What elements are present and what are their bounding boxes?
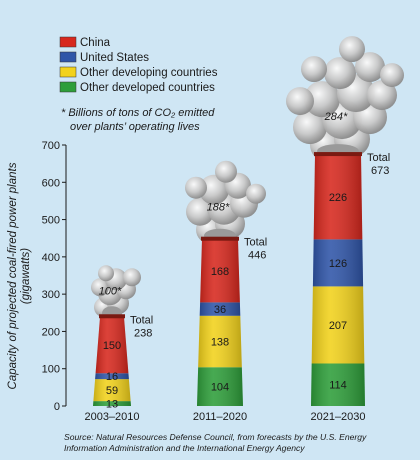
bar-segment-shade-1-1 <box>198 315 242 368</box>
smoke-puff-2-9 <box>324 57 356 90</box>
category-label-0: 2003–2010 <box>84 411 139 423</box>
smoke-puff-1-5 <box>199 174 229 205</box>
smoke-puff-1-7 <box>185 176 207 199</box>
y-tick-label-2: 200 <box>42 326 60 338</box>
smoke-puff-2-10 <box>355 52 385 83</box>
bar-segment-shade-2-2 <box>312 239 364 287</box>
y-tick-label-4: 400 <box>42 252 60 264</box>
chimney-rim-1 <box>201 236 239 241</box>
bar-segment-shade-0-2 <box>95 373 129 380</box>
smoke-puff-2-8 <box>286 87 314 116</box>
bar-segment-shade-0-3 <box>95 317 129 374</box>
smoke-puff-2-11 <box>301 56 327 83</box>
bar-segment-shade-1-0 <box>197 367 243 406</box>
y-axis: 0 100 200 300 400 500 600 700 <box>42 140 67 413</box>
footnote-line-1: * Billions of tons of CO₂ emitted <box>61 107 215 119</box>
bar-segment-shade-2-3 <box>313 155 363 240</box>
legend-label-2: Other developing countries <box>80 67 218 79</box>
legend-swatch-2 <box>59 66 77 78</box>
segment-value-0-3: 150 <box>103 340 121 352</box>
bar-labels: 135916150Total238100*2003–20101041383616… <box>84 111 390 423</box>
y-axis-label-line-1: Capacity of projected coal-fired power p… <box>7 162 19 389</box>
chimney-rim-2 <box>314 152 362 157</box>
bar-segment-shade-1-2 <box>199 302 241 316</box>
smoke-puff-1-9 <box>215 160 237 183</box>
legend-label-0: China <box>80 37 111 49</box>
total-label-1: Total <box>244 237 267 249</box>
legend-swatch-3 <box>59 81 77 93</box>
smoke-puff-1-2 <box>186 197 214 226</box>
segment-value-0-1: 59 <box>106 385 118 397</box>
footnote-line-2: over plants’ operating lives <box>70 121 200 133</box>
y-tick-label-3: 300 <box>42 289 60 301</box>
smoke-puff-2-5 <box>304 81 340 118</box>
smoke-puff-0-6 <box>123 268 141 287</box>
smoke-puff-0-7 <box>98 265 114 282</box>
segment-value-2-0: 114 <box>329 380 347 392</box>
total-value-0: 238 <box>134 327 152 339</box>
bar-segment-shade-2-1 <box>311 286 365 364</box>
segment-value-2-1: 207 <box>329 320 347 332</box>
total-value-2: 673 <box>371 165 389 177</box>
source-line-1: Source: Natural Resources Defense Counci… <box>64 432 367 442</box>
legend-label-3: Other developed countries <box>80 82 215 94</box>
total-label-0: Total <box>130 314 153 326</box>
segment-value-2-2: 126 <box>329 258 347 270</box>
smoke-puff-2-12 <box>380 63 404 88</box>
segment-value-1-0: 104 <box>211 382 229 394</box>
bar-segment-shade-0-1 <box>93 379 131 402</box>
co2-value-2: 284* <box>324 111 348 123</box>
y-axis-label-line-2: (gigawatts) <box>20 248 32 304</box>
legend-label-1: United States <box>80 52 149 64</box>
segment-value-0-0: 13 <box>106 399 118 411</box>
segment-value-1-1: 138 <box>211 336 229 348</box>
total-label-2: Total <box>367 152 390 164</box>
legend-swatch-0 <box>59 36 77 48</box>
smoke-puff-0-4 <box>91 278 109 297</box>
segment-value-1-3: 168 <box>211 266 229 278</box>
bar-segment-shade-2-0 <box>311 363 365 406</box>
segment-value-2-3: 226 <box>329 192 347 204</box>
segment-value-1-2: 36 <box>214 304 226 316</box>
y-tick-label-1: 100 <box>42 364 60 376</box>
co2-value-0: 100* <box>99 285 122 297</box>
chimney-rim-0 <box>99 314 125 319</box>
smoke-puff-2-7 <box>367 80 397 111</box>
smoke-plumes <box>91 36 404 321</box>
y-tick-label-0: 0 <box>54 401 60 413</box>
bar-segment-shade-0-0 <box>93 401 131 406</box>
y-tick-label-7: 700 <box>42 140 60 152</box>
source-line-2: Information Administration and the Inter… <box>64 443 305 453</box>
smoke-puff-2-13 <box>339 36 365 63</box>
smoke-puff-2-2 <box>293 110 327 145</box>
co2-value-1: 188* <box>207 202 230 214</box>
legend-swatch-1 <box>59 51 77 63</box>
category-label-2: 2021–2030 <box>310 411 365 423</box>
category-label-1: 2011–2020 <box>193 411 247 423</box>
legend: China United States Other developing count… <box>59 36 218 94</box>
segment-value-0-2: 16 <box>106 371 118 383</box>
bars <box>93 152 365 406</box>
smoke-puff-1-8 <box>246 183 266 204</box>
total-value-1: 446 <box>248 250 266 262</box>
y-tick-label-6: 600 <box>42 177 60 189</box>
bar-segment-shade-1-3 <box>200 239 240 303</box>
y-tick-label-5: 500 <box>42 215 60 227</box>
